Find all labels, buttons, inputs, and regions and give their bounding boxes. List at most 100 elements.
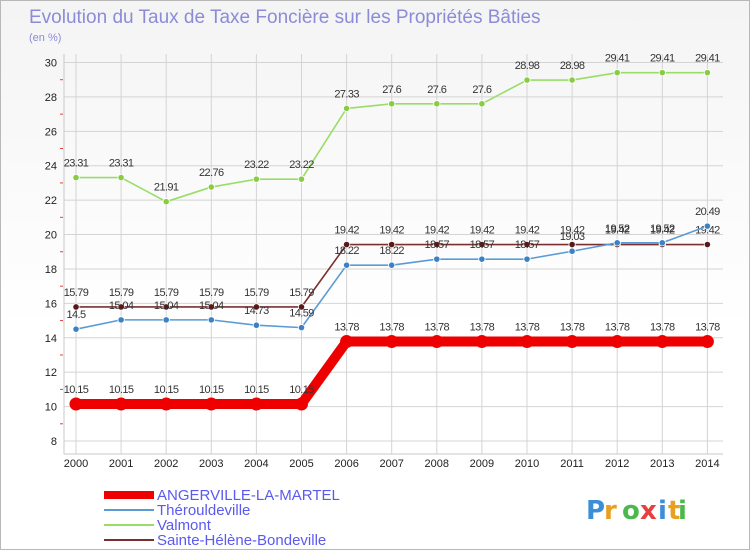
y-tick-label: 30 (45, 58, 57, 70)
data-label: 13.78 (425, 322, 450, 334)
data-label: 15.79 (64, 287, 89, 299)
data-point (478, 240, 486, 249)
grid (64, 54, 723, 454)
x-tick-label: 2011 (560, 458, 584, 470)
logo-letter: t (668, 496, 680, 526)
data-label: 13.78 (605, 322, 630, 334)
data-label: 27.6 (472, 84, 491, 96)
data-point (72, 303, 80, 311)
data-point (475, 335, 489, 349)
x-tick-label: 2006 (334, 458, 358, 470)
data-label: 14.5 (66, 309, 85, 321)
data-point (252, 175, 260, 183)
data-point (523, 255, 531, 263)
legend-label: ANGERVILLE-LA-MARTEL (157, 487, 340, 504)
data-label: 10.15 (64, 384, 89, 396)
y-tick-label: 10 (45, 402, 57, 414)
x-tick-label: 2010 (515, 458, 539, 470)
y-tick-label: 28 (45, 92, 57, 104)
data-point (117, 303, 125, 311)
data-point (433, 255, 441, 263)
data-point (703, 69, 712, 77)
data-label: 23.31 (64, 158, 89, 170)
legend-label: Valmont (157, 517, 212, 534)
data-label: 29.41 (650, 53, 675, 65)
y-tick-label: 26 (45, 126, 57, 138)
data-label: 19.52 (650, 223, 675, 235)
data-label: 15.79 (289, 287, 314, 299)
data-label: 19.42 (515, 225, 540, 237)
data-label: 19.03 (560, 231, 585, 243)
data-point (342, 240, 351, 249)
data-point (568, 247, 576, 255)
x-tick-label: 2008 (425, 458, 449, 470)
legend: ANGERVILLE-LA-MARTELThérouldevilleValmon… (104, 487, 340, 549)
data-point (565, 335, 579, 349)
data-point (252, 321, 260, 329)
data-label: 15.04 (154, 300, 179, 312)
data-label: 14.73 (244, 305, 269, 317)
data-label: 19.52 (605, 223, 630, 235)
data-label: 19.42 (334, 225, 359, 237)
data-point (207, 183, 215, 191)
data-point (430, 335, 444, 349)
y-tick-label: 24 (45, 161, 57, 173)
series-group: 23.31 23.31 21.91 22.76 23.22 23.22 27.33 27.6 2… (64, 53, 721, 411)
y-tick-label: 22 (45, 195, 57, 207)
data-label: 19.42 (605, 225, 630, 237)
data-point (388, 100, 396, 108)
axes: 8 10 12 14 16 18 20 22 24 26 28 30 2000 2001 2002 2003 2… (45, 54, 723, 470)
data-label: 27.33 (334, 88, 359, 100)
data-label: 23.31 (109, 158, 134, 170)
data-point (117, 316, 125, 324)
data-point (162, 198, 170, 206)
x-tick-label: 2002 (154, 458, 178, 470)
data-point (523, 240, 531, 249)
x-tick-label: 2013 (650, 458, 674, 470)
data-point (342, 104, 351, 113)
data-point (610, 335, 624, 349)
data-label: 13.78 (650, 322, 675, 334)
data-label: 28.98 (515, 60, 540, 72)
data-point (478, 100, 486, 108)
data-label: 19.42 (425, 225, 450, 237)
data-label: 29.41 (695, 53, 720, 65)
data-point (520, 335, 534, 349)
x-tick-label: 2007 (379, 458, 403, 470)
data-label: 23.22 (289, 159, 314, 171)
data-label: 13.78 (379, 322, 404, 334)
data-point (295, 397, 308, 411)
data-label: 10.15 (109, 384, 134, 396)
data-point (568, 76, 576, 84)
x-tick-label: 2000 (64, 458, 88, 470)
series-th-rouldeville: 14.5 15.04 15.04 15.04 14.73 14.59 18.22 18.22 1… (66, 206, 721, 333)
series-valmont: 23.31 23.31 21.91 22.76 23.22 23.22 27.33 27.6 2… (64, 53, 721, 206)
logo-letter: o (622, 496, 640, 526)
data-point (703, 222, 712, 230)
data-label: 13.78 (560, 322, 585, 334)
data-point (117, 173, 125, 182)
data-point (249, 397, 263, 411)
data-point (297, 324, 306, 332)
data-point (388, 261, 396, 269)
data-label: 19.42 (560, 225, 585, 237)
data-label: 28.98 (560, 60, 585, 72)
data-label: 29.41 (605, 53, 630, 65)
x-tick-label: 2001 (109, 458, 133, 470)
data-label: 18.22 (334, 245, 359, 257)
x-tick-label: 2014 (695, 458, 719, 470)
data-point (159, 397, 173, 411)
data-label: 15.04 (199, 300, 224, 312)
data-point (700, 335, 714, 349)
x-tick-label: 2003 (199, 458, 223, 470)
data-label: 20.49 (695, 206, 720, 218)
logo-letter: P (586, 496, 605, 526)
y-tick-label: 18 (45, 264, 57, 276)
series-angerville-la-martel: 10.15 10.15 10.15 10.15 10.15 10.15 13.78 13.78… (64, 322, 721, 411)
data-label: 22.76 (199, 167, 224, 179)
data-label: 14.59 (289, 308, 314, 320)
data-point (297, 175, 306, 183)
data-point (433, 100, 441, 108)
data-point (72, 173, 80, 182)
